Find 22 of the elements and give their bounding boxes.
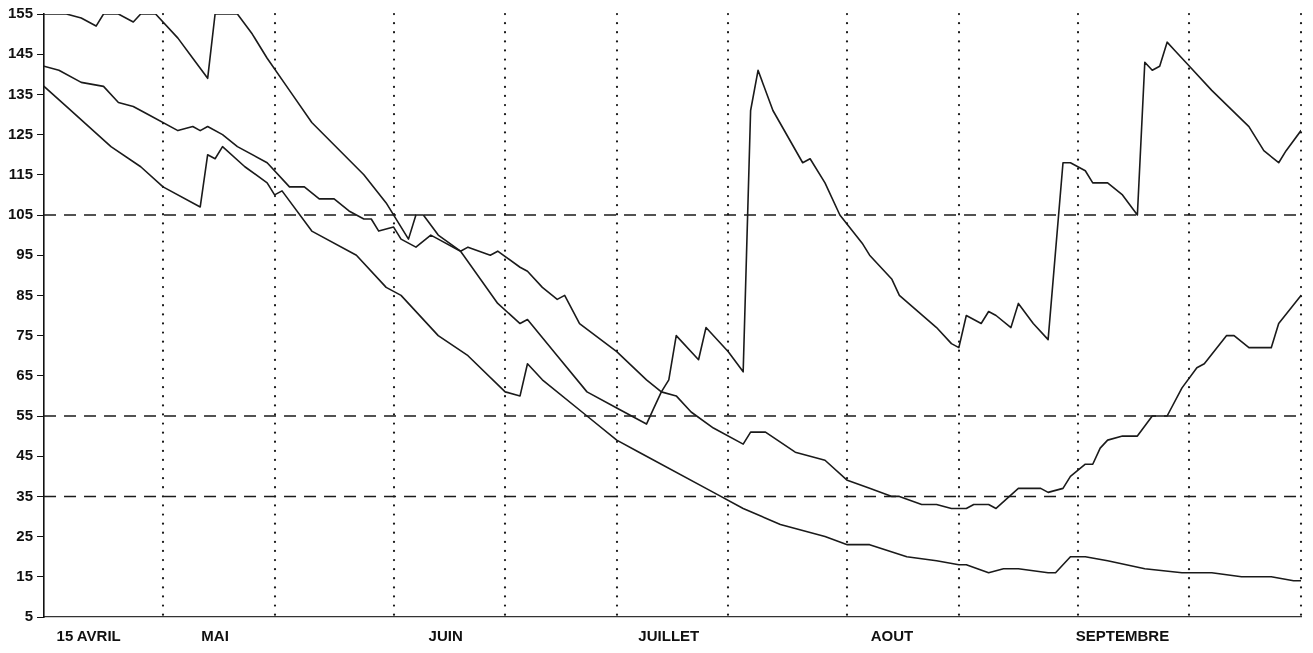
y-tick-label: 115: [8, 164, 34, 182]
y-tick-label: 75: [16, 325, 34, 343]
y-tick-label: 55: [16, 406, 34, 424]
x-tick-label: MAI: [201, 627, 229, 645]
x-tick-label: JUIN: [428, 627, 463, 645]
y-tick-label: 15: [16, 566, 34, 584]
x-tick-label: AOUT: [870, 627, 914, 645]
y-tick-label: 45: [16, 446, 34, 464]
y-tick-label: 5: [24, 607, 34, 625]
y-tick-label: 145: [8, 44, 34, 62]
x-tick-label: JUILLET: [638, 627, 700, 645]
x-tick-label: SEPTEMBRE: [1075, 627, 1170, 645]
y-tick-label: 35: [16, 486, 34, 504]
y-tick-label: 85: [16, 285, 34, 303]
y-tick-label: 105: [8, 205, 34, 223]
y-tick-label: 135: [8, 84, 34, 102]
y-tick-label: 95: [16, 245, 34, 263]
x-tick-label: 15 AVRIL: [56, 627, 121, 645]
y-tick-label: 155: [8, 4, 34, 22]
y-tick-label: 25: [16, 526, 34, 544]
y-tick-label: 125: [8, 124, 34, 142]
y-tick-label: 65: [16, 365, 34, 383]
